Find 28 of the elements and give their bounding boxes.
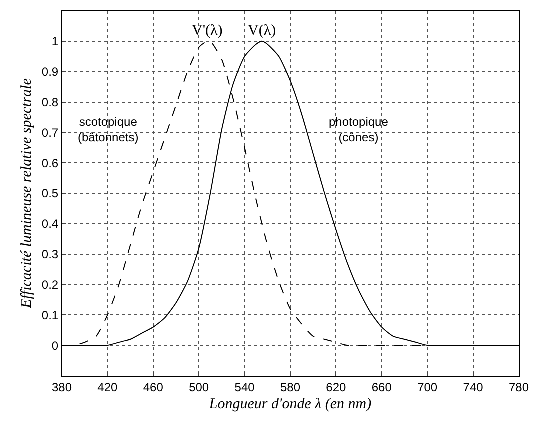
y-tick-label: 0.6 xyxy=(42,156,59,170)
y-tick-label: 0.3 xyxy=(42,248,59,262)
annotation: scotopique (bâtonnets) xyxy=(78,115,139,145)
x-tick-label: 580 xyxy=(280,380,301,394)
y-tick-label: 0.8 xyxy=(42,95,59,110)
y-tick-label: 0.7 xyxy=(42,126,59,140)
x-tick-label: 620 xyxy=(326,380,347,394)
y-tick-label: 0 xyxy=(52,338,59,353)
y-tick-label: 0.9 xyxy=(42,65,59,80)
x-tick-label: 780 xyxy=(508,380,530,394)
y-tick-label: 0.5 xyxy=(42,186,59,201)
x-tick-label: 740 xyxy=(463,380,484,394)
x-tick-label: 380 xyxy=(52,380,72,394)
series-label: V'(λ) xyxy=(192,23,223,39)
y-tick-label: 0.2 xyxy=(42,278,59,292)
x-tick-label: 420 xyxy=(98,380,118,394)
y-tick-label: 1 xyxy=(52,34,59,49)
y-tick-label: 0.4 xyxy=(42,217,59,232)
x-tick-label: 460 xyxy=(143,380,164,394)
x-tick-label: 540 xyxy=(234,380,256,394)
series-label: V(λ) xyxy=(248,23,276,39)
x-axis-title: Longueur d'onde λ (en nm) xyxy=(208,396,372,412)
annotation: photopique (cônes) xyxy=(329,115,389,145)
x-tick-label: 500 xyxy=(189,380,210,394)
x-tick-label: 700 xyxy=(418,380,438,394)
y-tick-label: 0.1 xyxy=(42,308,59,322)
x-tick-label: 660 xyxy=(372,380,392,394)
y-axis-title: Efficacité lumineuse relative spectrale xyxy=(19,78,36,310)
